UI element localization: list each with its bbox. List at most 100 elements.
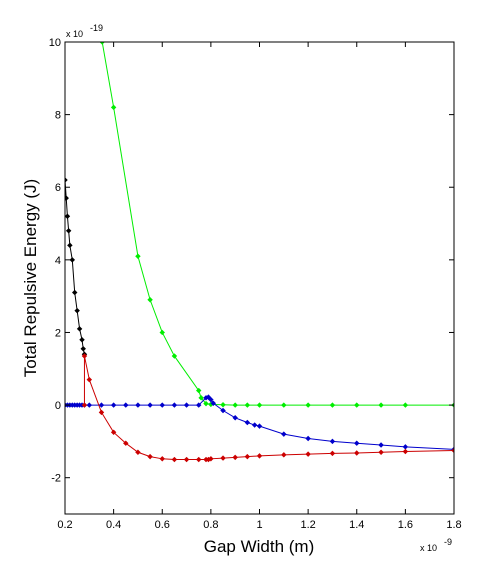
series-2-point bbox=[76, 326, 83, 332]
series-3-point bbox=[208, 456, 214, 462]
series-0 bbox=[99, 42, 454, 408]
y-tick-label: 8 bbox=[55, 110, 61, 122]
series-0-point bbox=[305, 402, 311, 408]
series-1-point bbox=[220, 407, 226, 414]
series-1-point bbox=[251, 422, 258, 428]
series-0-point bbox=[99, 42, 105, 45]
series-1-point bbox=[244, 419, 251, 426]
series-3-point bbox=[354, 450, 360, 456]
x-tick-label: 1.8 bbox=[446, 519, 461, 531]
plot-area bbox=[65, 42, 454, 463]
series-3-point bbox=[86, 376, 93, 383]
series-3-point bbox=[98, 409, 105, 416]
series-1-point bbox=[171, 402, 178, 408]
series-0-point bbox=[147, 297, 153, 303]
series-3-point bbox=[402, 448, 409, 455]
series-0-point bbox=[256, 402, 263, 408]
series-0-point bbox=[198, 395, 204, 401]
series-0-point bbox=[110, 104, 117, 111]
y-tick-label: 2 bbox=[55, 327, 61, 339]
y-tick-label: 4 bbox=[55, 255, 61, 267]
series-3-point bbox=[244, 453, 251, 460]
series-1-point bbox=[86, 402, 93, 408]
series-2-point bbox=[69, 257, 76, 263]
series-0-point bbox=[244, 402, 251, 408]
series-2-point bbox=[79, 336, 85, 343]
x-exponent-base: x 10 bbox=[420, 543, 437, 553]
series-2-point bbox=[74, 307, 80, 314]
series-2-point bbox=[67, 242, 73, 249]
x-tick-label: 0.2 bbox=[57, 519, 72, 531]
series-3-point bbox=[232, 454, 238, 461]
series-3-point bbox=[159, 456, 165, 462]
x-tick-label: 1.4 bbox=[349, 519, 364, 531]
series-0-point bbox=[281, 402, 287, 408]
series-1-point bbox=[305, 435, 311, 442]
series-0-point bbox=[329, 402, 336, 408]
series-3-point bbox=[123, 440, 129, 446]
series-1-point bbox=[159, 402, 165, 408]
series-3-point bbox=[451, 447, 454, 454]
series-0-point bbox=[378, 402, 384, 408]
series-0-point bbox=[159, 329, 165, 336]
series-1-point bbox=[98, 402, 105, 408]
series-0-point bbox=[354, 402, 360, 408]
series-0-point bbox=[220, 401, 226, 408]
series-1-point bbox=[232, 415, 238, 421]
x-tick-label: 0.6 bbox=[155, 519, 170, 531]
series-0-point bbox=[232, 402, 238, 408]
series-3 bbox=[81, 353, 454, 463]
x-tick-label: 1.6 bbox=[398, 519, 413, 531]
series-1-point bbox=[183, 402, 190, 408]
series-1-point bbox=[281, 431, 287, 437]
series-3-point bbox=[81, 353, 88, 359]
series-3-point bbox=[171, 456, 178, 463]
series-0-point bbox=[402, 402, 409, 408]
series-2-point bbox=[65, 195, 69, 201]
series-0-point bbox=[171, 353, 178, 359]
series-3-point bbox=[329, 450, 336, 457]
series-1-point bbox=[329, 438, 336, 445]
y-tick-label: -2 bbox=[51, 473, 61, 485]
series-2-point bbox=[65, 177, 68, 183]
series-1-point bbox=[208, 396, 214, 403]
series-1-point bbox=[135, 402, 141, 408]
x-tick-label: 1.2 bbox=[300, 519, 315, 531]
series-3-point bbox=[110, 429, 117, 436]
series-1-point bbox=[256, 423, 263, 429]
series-3-point bbox=[81, 402, 88, 408]
y-tick-label: 0 bbox=[55, 400, 61, 412]
series-3-point bbox=[281, 452, 287, 458]
x-tick-label: 0.4 bbox=[106, 519, 121, 531]
series-1-point bbox=[354, 440, 360, 446]
series-3-point bbox=[378, 449, 384, 456]
series-3-point bbox=[256, 453, 263, 459]
series-1-point bbox=[110, 402, 117, 408]
y-exponent-power: -19 bbox=[90, 23, 103, 33]
series-1-point bbox=[210, 400, 217, 406]
x-tick-label: 1 bbox=[256, 519, 262, 531]
series-1-point bbox=[123, 402, 129, 408]
series-0-point bbox=[195, 387, 202, 394]
series-2-point bbox=[72, 289, 78, 296]
x-axis-title: Gap Width (m) bbox=[204, 537, 315, 556]
series-1-point bbox=[378, 442, 384, 448]
y-tick-label: 10 bbox=[49, 37, 61, 49]
y-exponent-base: x 10 bbox=[66, 29, 83, 39]
series-3-point bbox=[220, 455, 226, 461]
y-tick-label: 6 bbox=[55, 182, 61, 194]
ticks: 0.2 0.4 0.6 0.8 1 1.2 1.4 1.6 1.8 -2 0 2 4 6 8 10 bbox=[49, 37, 462, 531]
series-2-point bbox=[65, 213, 71, 220]
series-1-point bbox=[147, 402, 153, 408]
series-0-point bbox=[135, 253, 141, 259]
series-3-point bbox=[147, 453, 153, 460]
x-tick-label: 0.8 bbox=[203, 519, 218, 531]
series-3-point bbox=[195, 456, 202, 463]
series-3-point bbox=[305, 451, 311, 457]
series-2-point bbox=[80, 346, 86, 352]
series-2-point bbox=[65, 228, 72, 234]
y-axis-title: Total Repulsive Energy (J) bbox=[21, 179, 40, 377]
series-0-point bbox=[203, 400, 209, 407]
